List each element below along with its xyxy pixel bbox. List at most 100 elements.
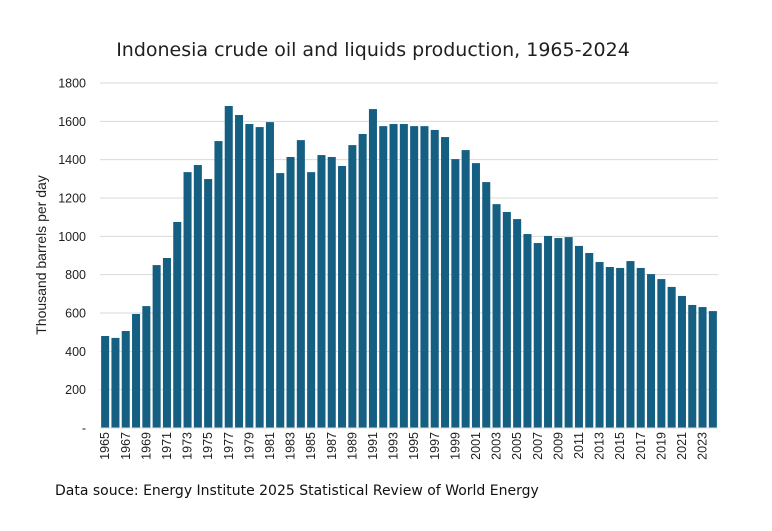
x-tick-label: 1997	[428, 432, 442, 460]
x-tick-label: 2015	[613, 432, 627, 460]
x-tick-label: 1987	[325, 432, 339, 460]
bar-1968	[132, 313, 141, 428]
bar-1995	[410, 126, 419, 428]
bar-2000	[461, 150, 470, 429]
bars	[101, 106, 717, 429]
bar-2022	[688, 304, 697, 428]
y-tick-label: 400	[65, 345, 86, 359]
bar-1965	[101, 336, 110, 428]
bar-2016	[626, 261, 635, 428]
x-tick-label: 2017	[634, 432, 648, 460]
y-tick-label: 1400	[58, 153, 86, 167]
x-tick-label: 1999	[448, 432, 462, 460]
x-tick-label: 1985	[304, 432, 318, 460]
bar-2020	[667, 286, 676, 428]
bar-1988	[338, 165, 347, 428]
bar-1971	[162, 257, 171, 428]
x-tick-label: 2009	[551, 432, 565, 460]
bar-1990	[358, 133, 367, 428]
x-tick-label: 1991	[366, 432, 380, 460]
x-axis-ticks: 1965 1967 1969 1971 1973 1975 1977 1979 1981 1983…	[98, 432, 709, 460]
x-tick-label: 1979	[242, 432, 256, 460]
bar-2008	[544, 235, 553, 428]
y-tick-label: 800	[65, 268, 86, 282]
bar-1999	[451, 159, 460, 428]
y-axis-ticks: - 200 400 600 800 1000 1200 1400 1600 1800	[58, 77, 86, 436]
x-tick-label: 1967	[119, 432, 133, 460]
x-tick-label: 2005	[510, 432, 524, 460]
x-tick-label: 1989	[345, 432, 359, 460]
data-source-note: Data souce: Energy Institute 2025 Statis…	[55, 483, 539, 499]
x-tick-label: 1993	[387, 432, 401, 460]
bar-2007	[533, 243, 542, 428]
bar-1977	[224, 106, 233, 428]
bar-1994	[399, 124, 408, 429]
bar-1969	[142, 306, 151, 428]
bar-1998	[441, 137, 450, 429]
bar-2010	[564, 237, 573, 428]
bar-1966	[111, 337, 120, 428]
y-tick-label: 1200	[58, 192, 86, 206]
bar-2017	[636, 267, 645, 428]
bar-2023	[698, 307, 707, 428]
x-tick-label: 1975	[201, 432, 215, 460]
bar-1989	[348, 145, 357, 428]
bar-2004	[502, 211, 511, 428]
bar-1997	[430, 129, 439, 429]
chart-title: Indonesia crude oil and liquids producti…	[116, 39, 630, 61]
bar-1981	[265, 122, 274, 428]
bar-2019	[657, 279, 666, 428]
x-tick-label: 2007	[531, 432, 545, 460]
bar-1991	[368, 109, 377, 429]
bar-1992	[379, 126, 388, 428]
bar-2018	[647, 274, 656, 428]
bar-2003	[492, 204, 501, 428]
x-tick-label: 2003	[490, 432, 504, 460]
x-tick-label: 1983	[284, 432, 298, 460]
bar-1983	[286, 156, 295, 428]
bar-1987	[327, 156, 336, 428]
x-tick-label: 1969	[139, 432, 153, 460]
bar-1979	[245, 124, 254, 429]
x-tick-label: 2021	[675, 432, 689, 460]
bar-1973	[183, 172, 192, 428]
bar-2005	[513, 219, 522, 428]
bar-1996	[420, 126, 429, 428]
x-tick-label: 1965	[98, 432, 112, 460]
bar-2006	[523, 234, 532, 428]
y-axis-label: Thousand barrels per day	[33, 175, 49, 335]
bar-2002	[482, 182, 491, 428]
gridlines	[100, 82, 718, 391]
bar-1976	[214, 141, 223, 428]
bar-1972	[173, 221, 182, 428]
bar-2012	[585, 253, 594, 428]
x-tick-label: 2023	[696, 432, 710, 460]
bar-1982	[276, 173, 285, 428]
x-tick-label: 1995	[407, 432, 421, 460]
bar-1970	[152, 265, 161, 428]
bar-1993	[389, 124, 398, 429]
bar-2013	[595, 262, 604, 428]
bar-1978	[235, 115, 244, 428]
bar-2009	[554, 238, 563, 428]
y-tick-label: 1000	[58, 230, 86, 244]
x-tick-label: 2001	[469, 432, 483, 460]
bar-2011	[574, 245, 583, 428]
x-tick-label: 1981	[263, 432, 277, 460]
y-tick-label: 1600	[58, 115, 86, 129]
x-tick-label: 2019	[654, 432, 668, 460]
bar-2015	[616, 267, 625, 428]
bar-1967	[121, 331, 130, 428]
bar-2021	[677, 295, 686, 428]
bar-2001	[471, 163, 480, 428]
bar-1985	[307, 172, 316, 428]
bar-1986	[317, 155, 326, 429]
y-tick-label: 600	[65, 307, 86, 321]
y-tick-label: 1800	[58, 77, 86, 91]
bar-1975	[204, 179, 213, 428]
x-tick-label: 1971	[160, 432, 174, 460]
x-tick-label: 2013	[593, 432, 607, 460]
bar-1974	[193, 165, 202, 429]
bar-2024	[708, 311, 717, 428]
